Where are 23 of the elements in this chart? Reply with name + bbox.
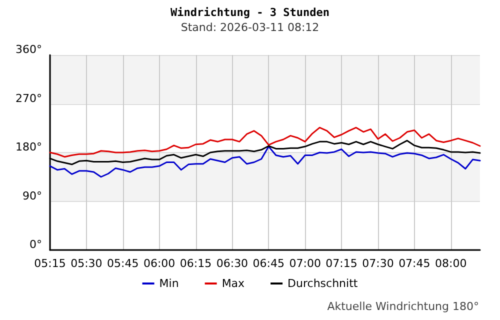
y-tick-label: 90°: [22, 189, 42, 202]
x-tick-label: 06:00: [143, 257, 176, 270]
x-tick-label: 06:30: [216, 257, 248, 270]
x-tick-label: 05:30: [70, 257, 102, 270]
legend-label: Max: [222, 277, 246, 290]
y-tick-label: 270°: [16, 92, 42, 105]
chart-subtitle: Stand: 2026-03-11 08:12: [180, 21, 320, 34]
x-tick-label: 07:15: [326, 257, 358, 270]
y-tick-label: 180°: [16, 140, 42, 154]
x-tick-label: 08:00: [434, 257, 467, 270]
chart-title: Windrichtung - 3 Stunden: [170, 6, 330, 19]
legend-label: Min: [159, 277, 179, 290]
x-tick-label: 07:00: [289, 257, 321, 270]
x-tick-label: 07:30: [362, 257, 394, 270]
y-tick-label: 0°: [30, 238, 42, 251]
x-tick-label: 06:45: [252, 257, 284, 270]
x-tick-label: 06:15: [180, 257, 212, 270]
text: Aktuelle Windrichtung 180°: [327, 300, 480, 313]
x-tick-label: 05:45: [107, 257, 139, 270]
y-tick-label: 360°: [16, 43, 42, 56]
x-tick-label: 05:15: [34, 257, 66, 270]
legend-label: Durchschnitt: [288, 277, 358, 290]
x-tick-label: 07:45: [398, 257, 430, 270]
